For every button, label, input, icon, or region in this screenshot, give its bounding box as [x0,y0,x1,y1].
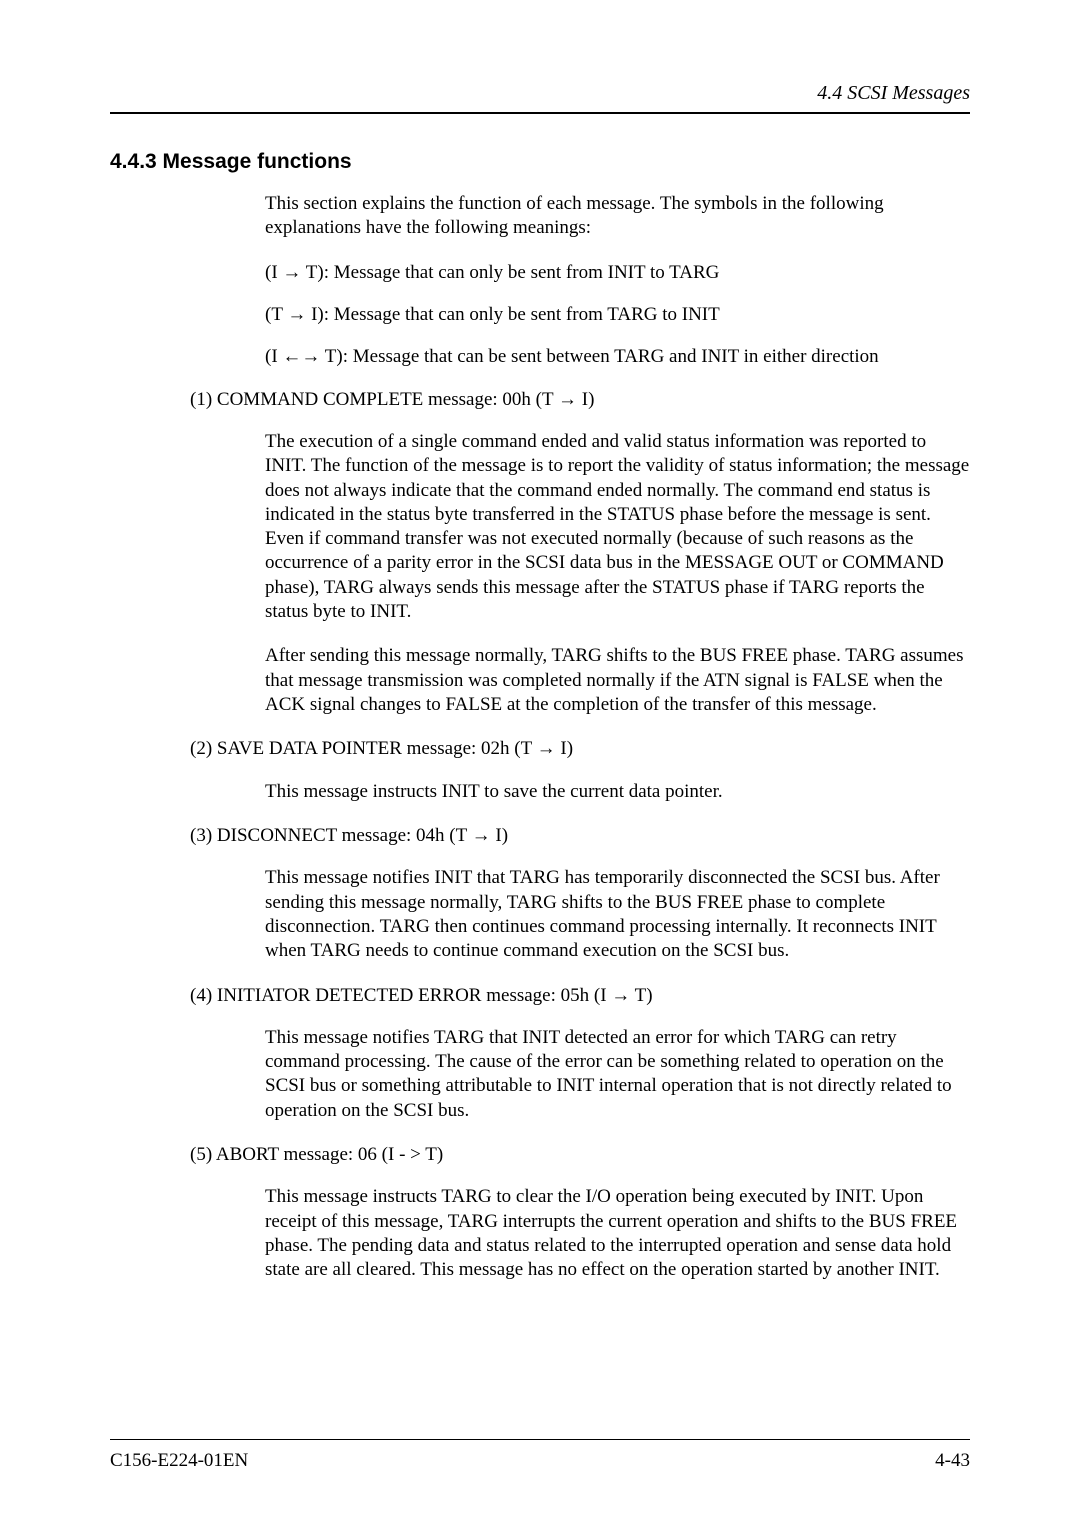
header-divider [110,112,970,114]
item-1-para-1: The execution of a single command ended … [265,430,970,625]
item-5-para-1: This message instructs TARG to clear the… [265,1185,970,1282]
section-heading: 4.4.3 Message functions [110,150,970,174]
intro-paragraph: This section explains the function of ea… [265,192,970,241]
item-4-para-1: This message notifies TARG that INIT det… [265,1026,970,1123]
footer-doc-id: C156-E224-01EN [110,1450,248,1472]
item-1-title: (1) COMMAND COMPLETE message: 00h (T → I… [190,388,970,412]
header-section-ref: 4.4 SCSI Messages [817,82,970,105]
item-3-para-1: This message notifies INIT that TARG has… [265,866,970,963]
item-2-title: (2) SAVE DATA POINTER message: 02h (T → … [190,737,970,761]
item-3-title: (3) DISCONNECT message: 04h (T → I) [190,824,970,848]
symbol-item: (T → I): Message that can only be sent f… [265,303,970,327]
page-footer: C156-E224-01EN 4-43 [110,1439,970,1472]
item-5-title: (5) ABORT message: 06 (I - > T) [190,1143,970,1167]
footer-page-number: 4-43 [935,1450,970,1472]
item-4-title: (4) INITIATOR DETECTED ERROR message: 05… [190,984,970,1008]
item-2-para-1: This message instructs INIT to save the … [265,780,970,804]
page-content: 4.4.3 Message functions This section exp… [110,150,970,1283]
footer-divider [110,1439,970,1440]
symbol-item: (I → T): Message that can only be sent f… [265,261,970,285]
symbol-item: (I ←→ T): Message that can be sent betwe… [265,345,970,369]
symbol-definitions: (I → T): Message that can only be sent f… [265,261,970,370]
item-1-para-2: After sending this message normally, TAR… [265,644,970,717]
